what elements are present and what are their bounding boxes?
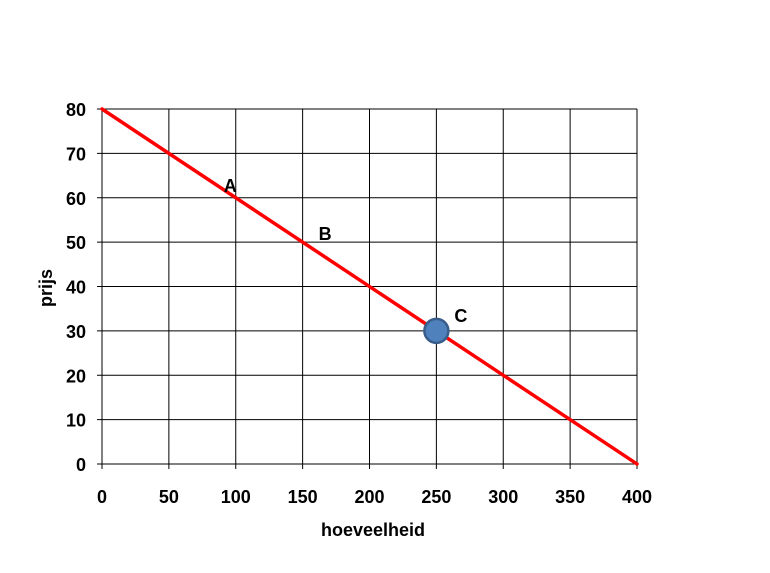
y-tick-50: 50 xyxy=(66,233,86,253)
y-tick-70: 70 xyxy=(66,144,86,164)
y-tick-60: 60 xyxy=(66,189,86,209)
series xyxy=(100,107,639,466)
x-tick-350: 350 xyxy=(555,487,585,507)
x-tick-labels: 0 50 100 150 200 250 300 350 400 xyxy=(97,487,652,507)
x-tick-100: 100 xyxy=(221,487,251,507)
markers xyxy=(423,317,450,345)
grid xyxy=(97,108,638,469)
x-tick-150: 150 xyxy=(288,487,318,507)
demand-line xyxy=(100,107,639,466)
point-marker-1 xyxy=(423,317,450,345)
x-axis-title: hoeveelheid xyxy=(321,520,425,540)
y-axis-title: prijs xyxy=(36,269,56,307)
y-tick-40: 40 xyxy=(66,278,86,298)
annotation-a: A xyxy=(224,176,237,196)
x-tick-200: 200 xyxy=(354,487,384,507)
x-tick-0: 0 xyxy=(97,487,107,507)
x-tick-50: 50 xyxy=(159,487,179,507)
y-tick-0: 0 xyxy=(76,455,86,475)
x-tick-300: 300 xyxy=(488,487,518,507)
x-tick-250: 250 xyxy=(421,487,451,507)
annotations: A B C xyxy=(224,176,468,326)
y-tick-labels: 0 10 20 30 40 50 60 70 80 xyxy=(66,100,86,475)
annotation-b: B xyxy=(319,224,332,244)
y-tick-80: 80 xyxy=(66,100,86,120)
x-tick-400: 400 xyxy=(622,487,652,507)
y-tick-20: 20 xyxy=(66,366,86,386)
y-tick-10: 10 xyxy=(66,411,86,431)
annotation-c: C xyxy=(454,306,467,326)
y-tick-30: 30 xyxy=(66,322,86,342)
